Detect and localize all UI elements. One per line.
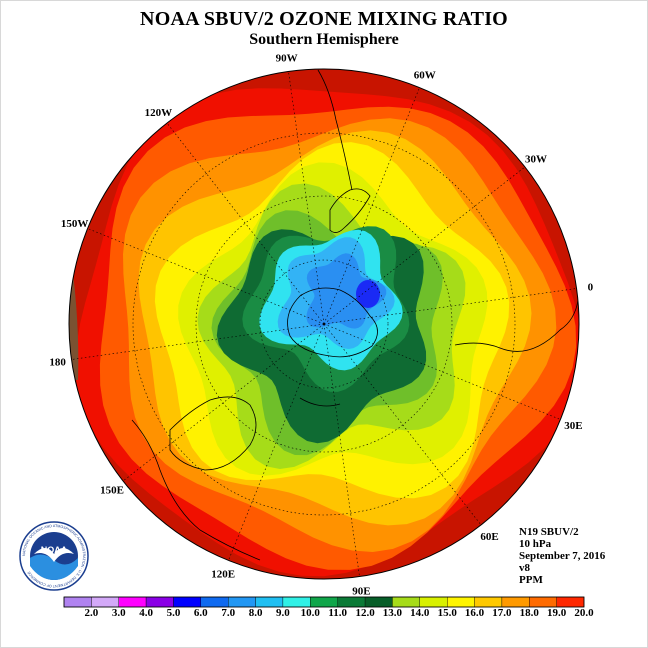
longitude-label: 150W [61, 218, 89, 230]
colorbar-tick: 7.0 [221, 607, 236, 619]
latitude-circle [195, 195, 453, 453]
satellite-label: N19 SBUV/2 [519, 526, 579, 538]
map-boundary-circle [68, 68, 580, 580]
meridian [323, 288, 577, 325]
latitude-circle [259, 259, 389, 389]
colorbar-swatch [474, 596, 503, 608]
colorbar-swatch [173, 596, 202, 608]
colorbar-swatch [200, 596, 229, 608]
info-block: N19 SBUV/2 10 hPa September 7, 2016 v8 P… [519, 526, 605, 586]
contour-band [306, 253, 387, 329]
noaa-logo: NOAA NATIONAL OCEANIC AND ATMOSPHERIC AD… [19, 521, 89, 591]
colorbar-swatch [364, 596, 393, 608]
logo-text: NOAA [41, 545, 68, 555]
colorbar-swatch [556, 596, 585, 608]
meridian [323, 323, 561, 420]
meridian [323, 323, 482, 526]
meridian [71, 323, 325, 360]
colorbar-tick: 15.0 [437, 607, 457, 619]
coastline [317, 69, 353, 191]
longitude-label: 60W [414, 70, 436, 82]
colorbar-swatch [529, 596, 557, 608]
colorbar-tick: 18.0 [519, 607, 539, 619]
colorbar-swatch [392, 596, 420, 608]
latitude-circle [132, 132, 516, 516]
coastline [454, 299, 579, 352]
colorbar-swatch [145, 596, 174, 608]
colorbar-tick: 13.0 [382, 607, 403, 619]
coastline [169, 396, 257, 471]
ozone-minimum [356, 280, 380, 308]
coastline [131, 419, 261, 561]
colorbar-swatch [337, 596, 366, 608]
colorbar-tick: 20.0 [574, 607, 594, 619]
colorbar-tick: 17.0 [492, 607, 512, 619]
colorbar-swatch [447, 596, 475, 608]
colorbar-swatch [118, 596, 147, 608]
longitude-label: 90E [352, 585, 370, 597]
meridian [323, 87, 420, 325]
longitude-label: 0 [588, 282, 594, 294]
longitude-label: 150E [100, 485, 124, 497]
map-title: NOAA SBUV/2 OZONE MIXING RATIO [140, 8, 508, 30]
colorbar-swatch [227, 596, 256, 608]
longitude-label: 90W [276, 53, 298, 65]
colorbar-swatch [91, 596, 120, 608]
meridian [288, 71, 325, 325]
meridian [166, 122, 325, 325]
colorbar-tick: 3.0 [111, 607, 126, 619]
longitude-label: 120E [211, 568, 235, 580]
longitude-labels: 0 30E 60E 90E 120E 150E 180 150W 120W 90W 60W 30W [49, 53, 593, 598]
colorbar-tick: 9.0 [276, 607, 290, 619]
colorbar-tick: 4.0 [139, 607, 153, 619]
date-label: September 7, 2016 [519, 550, 606, 562]
colorbar-tick: 5.0 [166, 607, 181, 619]
meridian [87, 228, 325, 325]
colorbar-tick: 14.0 [410, 607, 430, 619]
map-subtitle: Southern Hemisphere [249, 31, 399, 48]
meridian [228, 323, 325, 561]
coastlines [131, 69, 579, 561]
coastline [329, 188, 371, 233]
colorbar-tick: 10.0 [300, 607, 320, 619]
longitude-label: 180 [49, 356, 66, 368]
colorbar-swatch [282, 596, 311, 608]
coastline [287, 287, 378, 358]
colorbar-tick: 8.0 [248, 607, 263, 619]
pressure-level-label: 10 hPa [519, 538, 552, 550]
ozone-contour-field [69, 69, 579, 579]
colorbar-tick-labels: 2.0 3.0 4.0 5.0 6.0 7.0 8.0 9.0 10.0 11.0 12.0 13.0… [0, 607, 648, 621]
meridian [323, 323, 360, 577]
colorbar-tick: 16.0 [464, 607, 485, 619]
units-label: PPM [519, 574, 543, 586]
colorbar [63, 596, 585, 608]
lat-lon-grid [71, 71, 577, 577]
colorbar-swatch [501, 596, 530, 608]
longitude-label: 120W [145, 107, 173, 119]
meridian [122, 323, 325, 482]
colorbar-swatch [310, 596, 338, 608]
colorbar-swatch [255, 596, 284, 608]
meridian [323, 166, 526, 325]
colorbar-tick: 19.0 [546, 607, 567, 619]
version-label: v8 [519, 562, 530, 574]
colorbar-tick: 12.0 [355, 607, 375, 619]
longitude-label: 30W [525, 153, 547, 165]
colorbar-border [63, 596, 585, 608]
colorbar-swatch [63, 596, 92, 608]
colorbar-tick: 2.0 [84, 607, 99, 619]
colorbar-swatch [419, 596, 448, 608]
longitude-label: 30E [564, 420, 582, 432]
longitude-label: 60E [480, 531, 498, 543]
coastline [299, 397, 341, 407]
colorbar-tick: 11.0 [328, 607, 348, 619]
colorbar-tick: 6.0 [193, 607, 208, 619]
